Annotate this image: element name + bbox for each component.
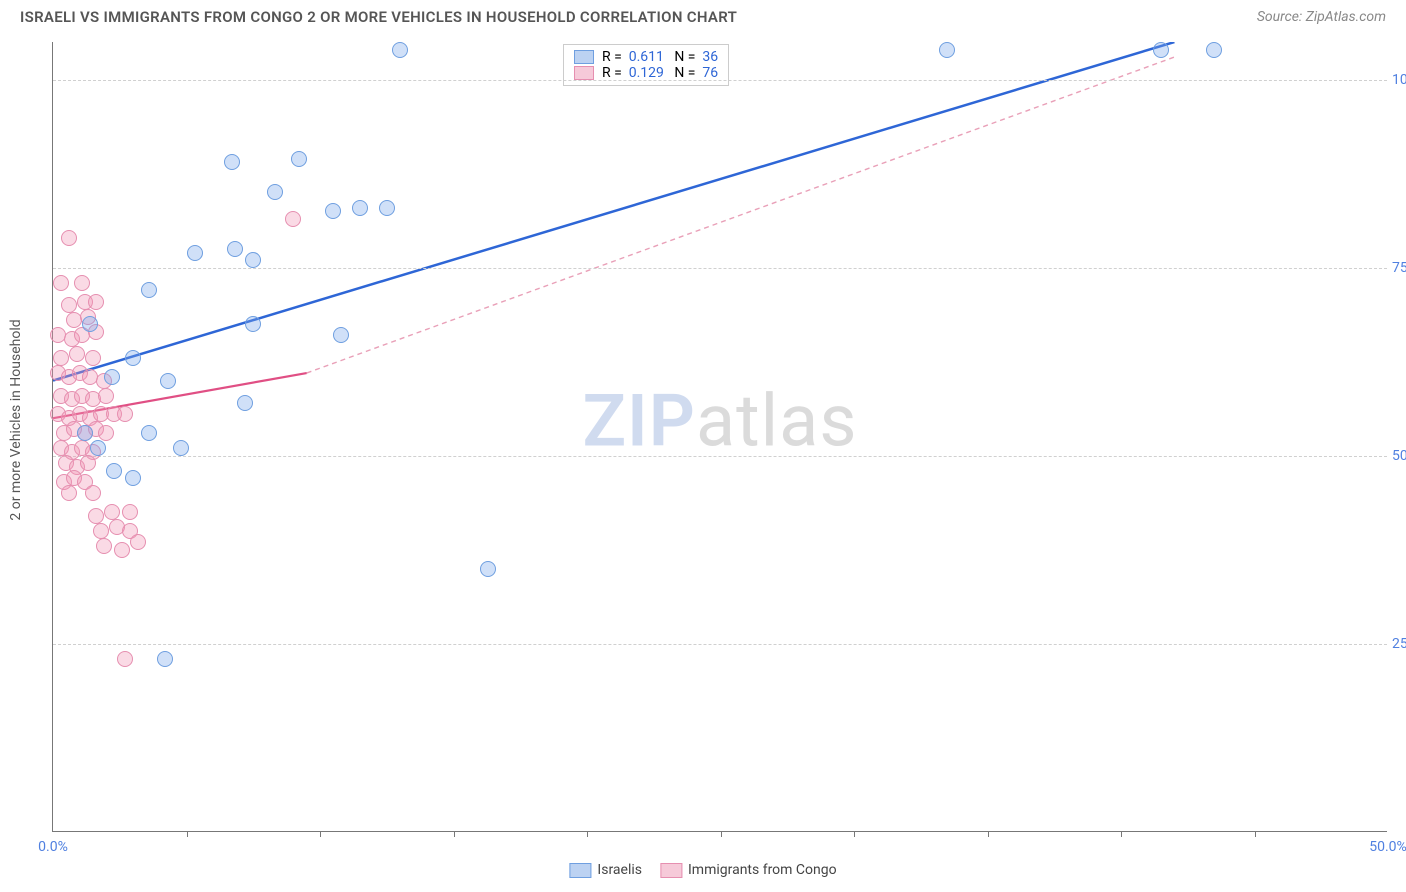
data-point	[98, 425, 114, 441]
data-point	[82, 316, 98, 332]
legend-label: Israelis	[597, 862, 642, 878]
data-point	[104, 504, 120, 520]
data-point	[85, 350, 101, 366]
trend-lines	[53, 42, 1388, 832]
x-tick-mark	[587, 831, 588, 837]
data-point	[141, 282, 157, 298]
data-point	[53, 275, 69, 291]
data-point	[267, 184, 283, 200]
data-point	[245, 316, 261, 332]
y-tick-label: 75.0%	[1392, 260, 1406, 276]
gridline-h	[53, 644, 1387, 645]
watermark: ZIPatlas	[582, 378, 857, 463]
x-tick-mark	[1255, 831, 1256, 837]
data-point	[85, 485, 101, 501]
legend-swatch	[569, 863, 591, 878]
data-point	[61, 485, 77, 501]
legend-item: Israelis	[569, 862, 642, 878]
data-point	[69, 346, 85, 362]
data-point	[227, 241, 243, 257]
data-point	[245, 252, 261, 268]
data-point	[74, 275, 90, 291]
data-point	[333, 327, 349, 343]
data-point	[291, 151, 307, 167]
x-tick-mark	[988, 831, 989, 837]
data-point	[1153, 42, 1169, 58]
data-point	[61, 230, 77, 246]
x-tick-mark	[721, 831, 722, 837]
data-point	[122, 504, 138, 520]
data-point	[98, 388, 114, 404]
data-point	[237, 395, 253, 411]
data-point	[392, 42, 408, 58]
data-point	[90, 440, 106, 456]
data-point	[88, 294, 104, 310]
data-point	[53, 350, 69, 366]
y-tick-label: 25.0%	[1392, 636, 1406, 652]
data-point	[939, 42, 955, 58]
x-tick-label: 50.0%	[1369, 839, 1406, 855]
x-tick-mark	[1121, 831, 1122, 837]
y-tick-label: 50.0%	[1392, 448, 1406, 464]
legend-swatch	[574, 50, 594, 64]
data-point	[285, 211, 301, 227]
x-tick-mark	[854, 831, 855, 837]
x-tick-mark	[187, 831, 188, 837]
chart-plot-area: ZIPatlas R = 0.611 N = 36R = 0.129 N = 7…	[52, 42, 1387, 832]
data-point	[173, 440, 189, 456]
data-point	[104, 369, 120, 385]
y-axis-label: 2 or more Vehicles in Household	[8, 319, 24, 520]
data-point	[88, 508, 104, 524]
data-point	[106, 463, 122, 479]
data-point	[93, 523, 109, 539]
data-point	[61, 297, 77, 313]
data-point	[125, 470, 141, 486]
gridline-h	[53, 80, 1387, 81]
x-tick-label: 0.0%	[38, 839, 68, 855]
legend-item: Immigrants from Congo	[660, 862, 837, 878]
data-point	[1206, 42, 1222, 58]
data-point	[80, 455, 96, 471]
data-point	[117, 651, 133, 667]
data-point	[114, 542, 130, 558]
data-point	[379, 200, 395, 216]
data-point	[130, 534, 146, 550]
data-point	[157, 651, 173, 667]
legend-r-label: R = 0.611 N = 36	[602, 49, 718, 65]
legend-label: Immigrants from Congo	[688, 862, 837, 878]
series-legend: Israelis Immigrants from Congo	[569, 862, 836, 878]
data-point	[480, 561, 496, 577]
data-point	[141, 425, 157, 441]
data-point	[187, 245, 203, 261]
data-point	[224, 154, 240, 170]
watermark-bold: ZIP	[582, 378, 695, 463]
y-tick-label: 100.0%	[1392, 72, 1406, 88]
data-point	[325, 203, 341, 219]
legend-row: R = 0.129 N = 76	[574, 65, 718, 81]
data-point	[160, 373, 176, 389]
data-point	[96, 538, 112, 554]
chart-title: ISRAELI VS IMMIGRANTS FROM CONGO 2 OR MO…	[20, 8, 737, 26]
source-label: Source: ZipAtlas.com	[1257, 9, 1386, 25]
legend-swatch	[574, 66, 594, 80]
x-tick-mark	[320, 831, 321, 837]
data-point	[125, 350, 141, 366]
legend-row: R = 0.611 N = 36	[574, 49, 718, 65]
x-tick-mark	[454, 831, 455, 837]
legend-r-label: R = 0.129 N = 76	[602, 65, 718, 81]
legend-swatch	[660, 863, 682, 878]
gridline-h	[53, 456, 1387, 457]
watermark-rest: atlas	[696, 378, 858, 463]
data-point	[117, 406, 133, 422]
data-point	[77, 425, 93, 441]
data-point	[352, 200, 368, 216]
